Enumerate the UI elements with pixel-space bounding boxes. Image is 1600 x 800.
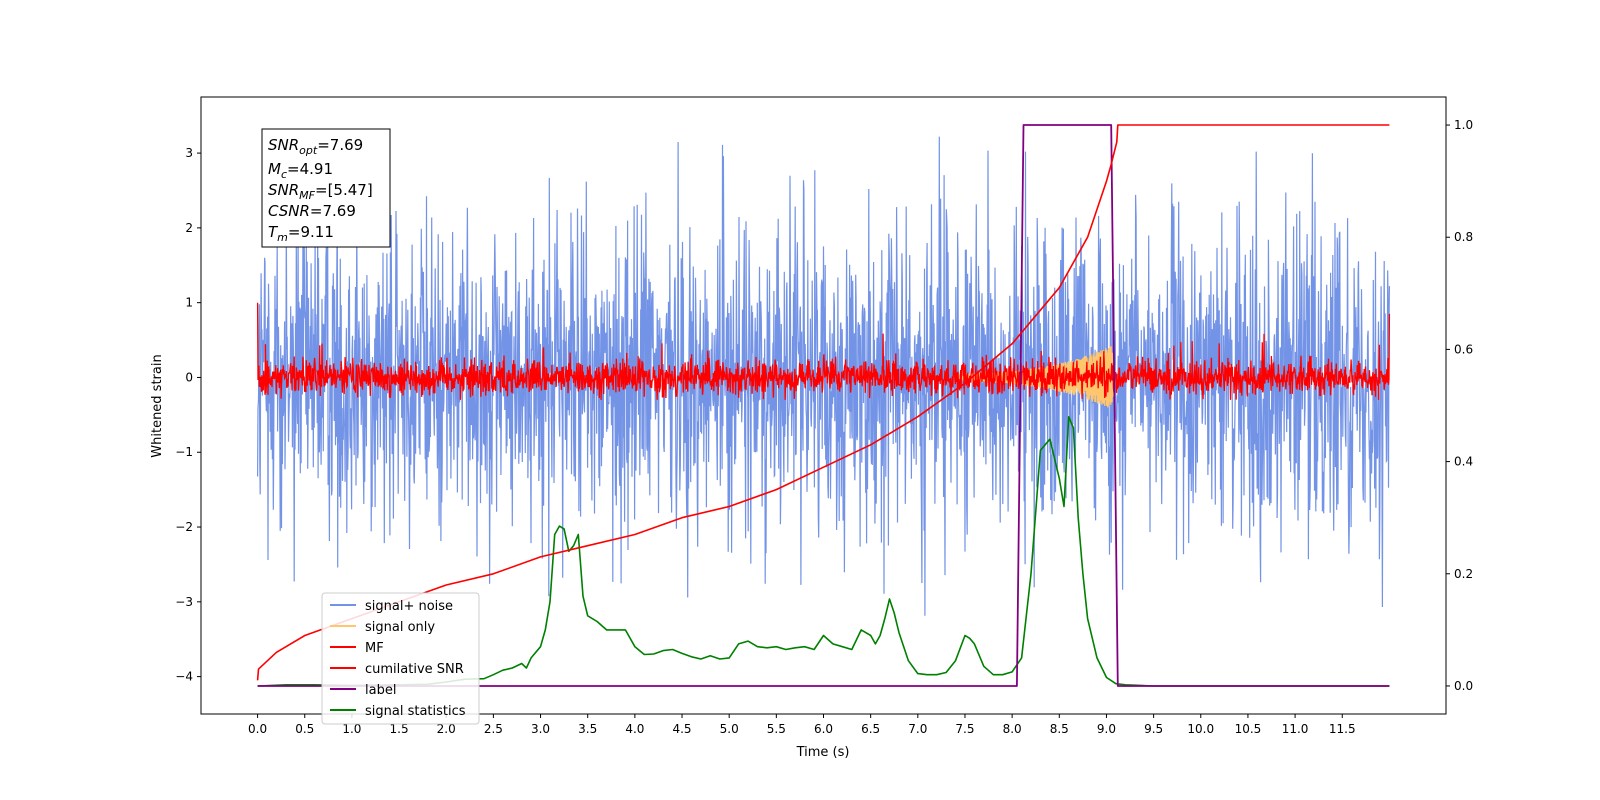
x-tick-label: 6.0 (814, 722, 833, 736)
y-tick-label: 2 (185, 221, 193, 235)
series-label (257, 124, 1390, 687)
x-tick-label: 9.5 (1144, 722, 1163, 736)
annotation-snr-mf: SNRMF=[5.47] (268, 181, 373, 202)
x-tick-label: 8.0 (1003, 722, 1022, 736)
x-tick-label: 2.0 (437, 722, 456, 736)
annotation-snr-opt: SNRopt=7.69 (268, 136, 363, 157)
x-tick-label: 3.5 (578, 722, 597, 736)
x-tick-label: 6.5 (861, 722, 880, 736)
x-tick-label: 11.0 (1282, 722, 1309, 736)
y-tick-label: −4 (175, 670, 193, 684)
y-tick-label: 3 (185, 146, 193, 160)
x-tick-label: 0.0 (248, 722, 267, 736)
annotation-box: SNRopt=7.69 Mc=4.91 SNRMF=[5.47] CSNR=7.… (261, 128, 391, 248)
x-tick-label: 11.5 (1329, 722, 1356, 736)
y-axis-left: −4 −3 −2 −1 0 1 2 3 (175, 146, 201, 684)
y2-tick-label: 0.8 (1454, 230, 1473, 244)
y-tick-label: 0 (185, 370, 193, 384)
y-tick-label: 1 (185, 296, 193, 310)
y2-tick-label: 0.2 (1454, 567, 1473, 581)
y2-tick-label: 1.0 (1454, 118, 1473, 132)
annotation-mc: Mc=4.91 (268, 160, 333, 181)
legend-label-signal-only: signal only (365, 620, 435, 635)
x-tick-label: 1.5 (390, 722, 409, 736)
x-tick-label: 0.5 (295, 722, 314, 736)
x-tick-label: 7.0 (908, 722, 927, 736)
x-tick-label: 2.5 (484, 722, 503, 736)
x-tick-label: 1.0 (342, 722, 361, 736)
legend-label-signal-noise: signal+ noise (365, 599, 453, 614)
series-mf (256, 302, 1391, 400)
x-tick-label: 5.0 (720, 722, 739, 736)
x-axis-label: Time (s) (796, 745, 850, 760)
annotation-frame (261, 128, 391, 248)
y-tick-label: −2 (175, 520, 193, 534)
legend-label-signal-statistics: signal statistics (365, 704, 466, 719)
x-tick-label: 10.0 (1187, 722, 1214, 736)
series-signal-noise (257, 136, 1390, 616)
legend-label-cumulative-snr: cumilative SNR (365, 662, 464, 677)
legend-label-label: label (365, 683, 396, 698)
legend-label-mf: MF (365, 641, 384, 656)
series-layer (256, 124, 1391, 687)
series-signal-statistics (257, 415, 1390, 687)
x-axis: 0.0 0.5 1.0 1.5 2.0 2.5 3.0 3.5 4.0 4.5 5.0 5.5 6.0 6… (248, 714, 1356, 736)
y2-tick-label: 0.4 (1454, 455, 1473, 469)
annotation-csnr: CSNR=7.69 (268, 202, 356, 220)
x-tick-label: 4.5 (672, 722, 691, 736)
x-tick-label: 5.5 (767, 722, 786, 736)
y-tick-label: −1 (175, 445, 193, 459)
legend: signal+ noise signal only MF cumilative … (321, 592, 480, 725)
x-tick-label: 4.0 (625, 722, 644, 736)
x-tick-label: 9.0 (1097, 722, 1116, 736)
x-tick-label: 7.5 (955, 722, 974, 736)
y2-tick-label: 0.0 (1454, 679, 1473, 693)
x-tick-label: 10.5 (1235, 722, 1262, 736)
y2-tick-label: 0.6 (1454, 342, 1473, 356)
y-axis-label: Whitened strain (150, 354, 165, 457)
legend-frame (321, 592, 480, 725)
y-axis-right: 0.0 0.2 0.4 0.6 0.8 1.0 (1446, 118, 1473, 693)
x-tick-label: 8.5 (1050, 722, 1069, 736)
y-tick-label: −3 (175, 595, 193, 609)
x-tick-label: 3.0 (531, 722, 550, 736)
annotation-tm: Tm=9.11 (268, 223, 334, 244)
